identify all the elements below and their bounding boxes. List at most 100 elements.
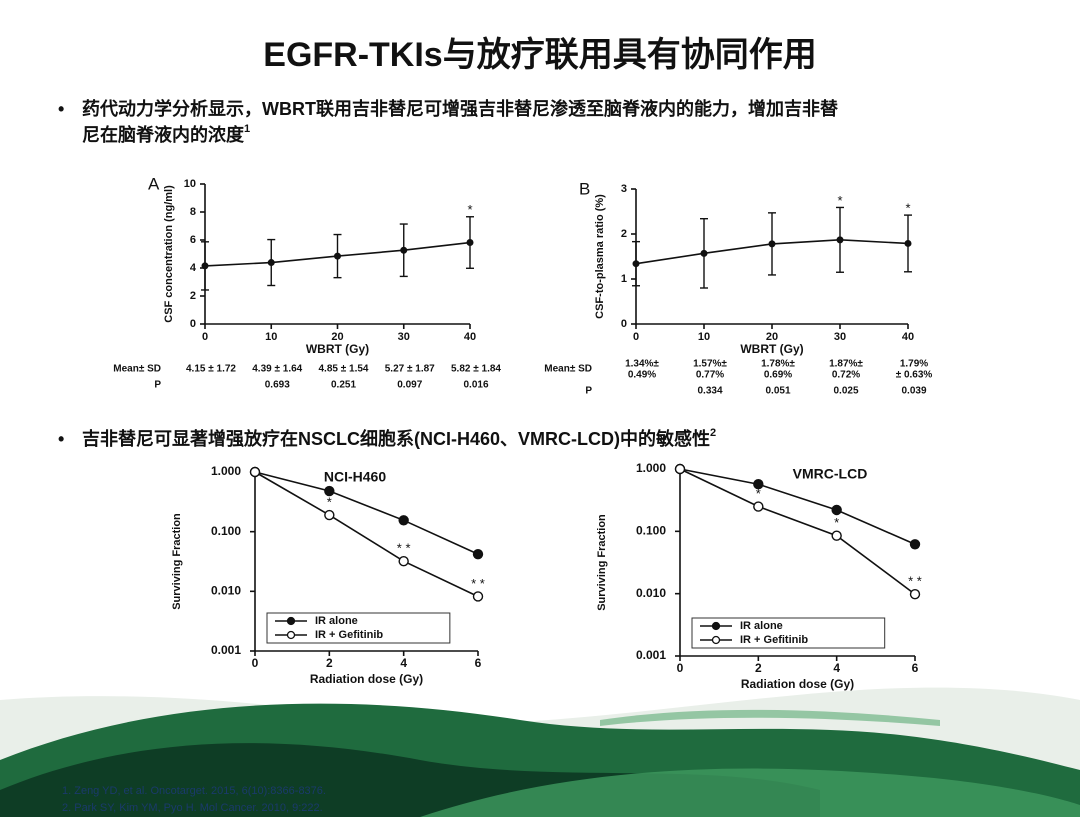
x-tick-label: 0 (633, 331, 639, 343)
significance-label: * (905, 201, 910, 216)
data-point (632, 260, 640, 268)
legend: IR alone IR + Gefitinib (266, 612, 451, 644)
stats-p-value: 0.051 (765, 386, 790, 397)
reference-mark: 2 (710, 427, 716, 439)
data-point (674, 463, 686, 475)
legend-box (691, 617, 886, 649)
x-axis-label: WBRT (Gy) (306, 342, 369, 356)
x-tick-label: 6 (912, 661, 919, 675)
significance-label: * (834, 515, 839, 530)
panel-label: B (579, 179, 590, 198)
x-tick-label: 30 (398, 331, 410, 343)
stats-p-value: 0.039 (901, 386, 926, 397)
significance-label: * (467, 202, 472, 217)
y-axis-label: Surviving Fraction (171, 513, 183, 610)
y-tick-label: 10 (184, 178, 196, 190)
bullet-text: 尼在脑脊液内的浓度1 (82, 123, 250, 145)
stats-p-value: 0.693 (265, 380, 290, 391)
x-tick-label: 30 (834, 331, 846, 343)
data-point (831, 530, 842, 541)
stats-cell: 0.49% (628, 370, 656, 381)
legend: IR alone IR + Gefitinib (691, 617, 886, 649)
legend-label: IR + Gefitinib (315, 629, 383, 641)
y-tick-label: 8 (190, 206, 196, 218)
y-tick-label: 0.001 (636, 648, 666, 662)
y-tick-label: 6 (190, 234, 196, 246)
x-axis-label: Radiation dose (Gy) (310, 672, 423, 686)
data-point (836, 236, 844, 244)
y-tick-label: 1.000 (636, 461, 666, 475)
legend-marker (711, 635, 721, 645)
y-tick-label: 0.010 (636, 586, 666, 600)
x-tick-label: 0 (252, 656, 259, 670)
y-axis-label: CSF concentration (ng/ml) (163, 185, 175, 323)
legend-label: IR + Gefitinib (740, 634, 808, 646)
bullet-text: 吉非替尼可显著增强放疗在NSCLC细胞系(NCI-H460、VMRC-LCD)中… (82, 427, 716, 449)
data-point (249, 466, 261, 478)
data-point (753, 501, 764, 512)
stats-p-value: 0.016 (463, 380, 488, 391)
significance-label: * * (471, 576, 485, 591)
x-tick-label: 40 (902, 331, 914, 343)
x-tick-label: 4 (400, 656, 407, 670)
stats-cell: 4.85 ± 1.54 (319, 364, 369, 375)
y-axis-label: Surviving Fraction (596, 514, 608, 611)
data-point (334, 252, 342, 260)
bullet-line: 吉非替尼可显著增强放疗在NSCLC细胞系(NCI-H460、VMRC-LCD)中… (82, 428, 710, 449)
x-tick-label: 2 (326, 656, 333, 670)
significance-label: * * (908, 574, 922, 589)
stats-cell: 5.27 ± 1.87 (385, 364, 435, 375)
x-tick-label: 2 (755, 661, 762, 675)
data-point (466, 239, 474, 247)
x-tick-label: 20 (766, 331, 778, 343)
data-point (909, 589, 921, 600)
stats-row-label: P (154, 380, 161, 391)
y-tick-label: 0 (190, 318, 196, 330)
data-line (254, 471, 479, 555)
stats-cell: 0.77% (696, 370, 724, 381)
legend-box (266, 612, 451, 644)
y-tick-label: 0.100 (211, 524, 241, 538)
chart: 1.000 0.100 0.010 0.001 0 2 4 6 Radiation dose (… (171, 464, 485, 686)
y-tick-label: 2 (621, 228, 627, 240)
stats-row-label: Mean± SD (544, 364, 592, 375)
bullet-2: • 吉非替尼可显著增强放疗在NSCLC细胞系(NCI-H460、VMRC-LCD… (58, 427, 716, 449)
stats-p-value: 0.334 (697, 386, 722, 397)
chart-title: VMRC-LCD (793, 466, 868, 482)
reference: 1. Zeng YD, et al. Oncotarget. 2015, 6(1… (62, 785, 326, 797)
data-point (700, 249, 708, 257)
background-brush (0, 687, 1080, 817)
data-point (904, 239, 912, 247)
reference-mark: 1 (244, 123, 250, 135)
y-tick-label: 0.010 (211, 584, 241, 598)
y-tick-label: 0 (621, 318, 627, 330)
data-line (254, 471, 479, 598)
stats-cell: 1.87%± (829, 359, 863, 370)
data-point (472, 548, 484, 560)
legend-label: IR alone (740, 620, 783, 632)
data-point (909, 539, 921, 550)
bullet-dot: • (58, 99, 64, 119)
bullet-line: 尼在脑脊液内的浓度 (82, 124, 245, 145)
bullet-1: • 药代动力学分析显示，WBRT联用吉非替尼可增强吉非替尼渗透至脑脊液内的能力，… (58, 98, 839, 145)
data-line (679, 468, 916, 546)
x-tick-label: 0 (677, 661, 684, 675)
x-tick-label: 6 (475, 656, 482, 670)
stats-cell: 4.39 ± 1.64 (252, 364, 302, 375)
y-tick-label: 4 (190, 262, 197, 274)
significance-label: * (756, 486, 761, 501)
stats-cell: 4.15 ± 1.72 (186, 364, 236, 375)
stats-cell: 1.79% (900, 359, 928, 370)
data-point (768, 240, 776, 248)
y-tick-label: 3 (621, 183, 627, 195)
legend-marker (286, 630, 296, 640)
y-tick-label: 0.100 (636, 524, 666, 538)
x-tick-label: 4 (833, 661, 840, 675)
x-tick-label: 0 (202, 331, 208, 343)
data-line (679, 468, 916, 595)
stats-p-value: 0.251 (331, 380, 356, 391)
stats-cell: 0.72% (832, 370, 860, 381)
x-tick-label: 10 (698, 331, 710, 343)
